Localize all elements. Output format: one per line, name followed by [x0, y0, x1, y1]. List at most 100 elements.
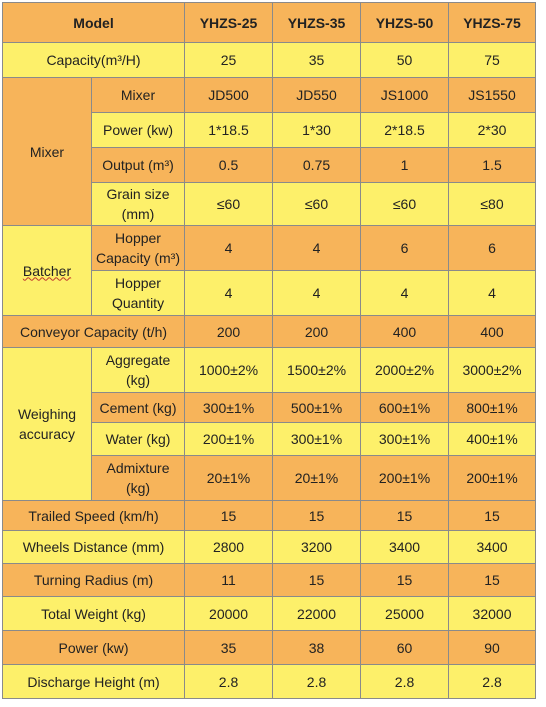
- wheels-distance-value: 3200: [272, 530, 362, 564]
- batcher-row-label: Hopper Quantity: [90, 270, 186, 316]
- power-value: 35: [184, 630, 274, 665]
- weighing-row-water: Water (kg) 200±1% 300±1% 300±1% 400±1%: [3, 422, 537, 456]
- trailed-speed-label: Trailed Speed (km/h): [1, 500, 186, 531]
- conveyor-row: Conveyor Capacity (t/h) 200 200 400 400: [1, 315, 537, 348]
- trailed-speed-value: 15: [272, 500, 362, 531]
- mixer-row-label: Power (kw): [90, 112, 186, 148]
- batcher-value: 4: [272, 225, 362, 271]
- spec-table: Model YHZS-25 YHZS-35 YHZS-50 YHZS-75 Ca…: [1, 2, 537, 699]
- total-weight-row: Total Weight (kg) 20000 22000 25000 3200…: [1, 596, 537, 631]
- mixer-row-model: Mixer Mixer JD500 JD550 JS1000 JS1550: [2, 77, 537, 226]
- conveyor-value: 200: [272, 315, 362, 348]
- mixer-row-label: Output (m³): [90, 147, 186, 183]
- batcher-value: 4: [272, 270, 362, 316]
- weighing-group-label: Weighing accuracy: [2, 347, 92, 501]
- conveyor-label: Conveyor Capacity (t/h): [1, 315, 186, 348]
- mixer-value: 1*30: [272, 112, 362, 148]
- trailed-speed-value: 15: [184, 500, 274, 531]
- batcher-row-label: Hopper Capacity (m³): [90, 225, 186, 271]
- power-label: Power (kw): [1, 630, 186, 665]
- wheels-distance-value: 2800: [184, 530, 274, 564]
- power-row: Power (kw) 35 38 60 90: [1, 630, 537, 665]
- weighing-value: 400±1%: [448, 422, 537, 456]
- weighing-value: 20±1%: [272, 455, 362, 501]
- batcher-row-quantity: Hopper Quantity 4 4 4 4: [3, 270, 537, 316]
- mixer-value: 1.5: [448, 147, 537, 183]
- header-model-2: YHZS-35: [272, 2, 362, 43]
- turning-radius-value: 15: [272, 563, 362, 597]
- weighing-value: 300±1%: [272, 422, 362, 456]
- capacity-value: 35: [272, 42, 362, 78]
- mixer-value: JS1550: [448, 77, 537, 113]
- batcher-value: 4: [448, 270, 537, 316]
- wheels-distance-value: 3400: [448, 530, 537, 564]
- conveyor-value: 400: [360, 315, 450, 348]
- mixer-value: JS1000: [360, 77, 450, 113]
- mixer-value: 2*30: [448, 112, 537, 148]
- header-model: Model: [1, 2, 186, 43]
- wheels-distance-row: Wheels Distance (mm) 2800 3200 3400 3400: [1, 530, 537, 564]
- mixer-value: 1*18.5: [184, 112, 274, 148]
- weighing-value: 800±1%: [448, 392, 537, 423]
- batcher-value: 6: [448, 225, 537, 271]
- weighing-value: 200±1%: [184, 422, 274, 456]
- total-weight-label: Total Weight (kg): [1, 596, 186, 631]
- batcher-value: 4: [360, 270, 450, 316]
- mixer-value: ≤80: [448, 182, 537, 226]
- conveyor-value: 200: [184, 315, 274, 348]
- header-model-4: YHZS-75: [448, 2, 537, 43]
- header-model-1: YHZS-25: [184, 2, 274, 43]
- weighing-row-cement: Cement (kg) 300±1% 500±1% 600±1% 800±1%: [3, 392, 537, 423]
- batcher-value: 4: [184, 270, 274, 316]
- mixer-value: 2*18.5: [360, 112, 450, 148]
- trailed-speed-value: 15: [360, 500, 450, 531]
- mixer-value: JD550: [272, 77, 362, 113]
- discharge-height-label: Discharge Height (m): [1, 664, 186, 699]
- trailed-speed-row: Trailed Speed (km/h) 15 15 15 15: [1, 500, 537, 531]
- power-value: 90: [448, 630, 537, 665]
- mixer-value: JD500: [184, 77, 274, 113]
- capacity-row: Capacity(m³/H) 25 35 50 75: [1, 42, 537, 78]
- header-row: Model YHZS-25 YHZS-35 YHZS-50 YHZS-75: [1, 2, 537, 43]
- trailed-speed-value: 15: [448, 500, 537, 531]
- total-weight-value: 25000: [360, 596, 450, 631]
- weighing-value: 500±1%: [272, 392, 362, 423]
- batcher-value: 4: [184, 225, 274, 271]
- batcher-value: 6: [360, 225, 450, 271]
- wheels-distance-value: 3400: [360, 530, 450, 564]
- weighing-value: 1000±2%: [184, 347, 274, 393]
- turning-radius-value: 11: [184, 563, 274, 597]
- mixer-row-label: Grain size (mm): [90, 182, 186, 226]
- mixer-value: 0.75: [272, 147, 362, 183]
- discharge-height-value: 2.8: [448, 664, 537, 699]
- weighing-value: 200±1%: [448, 455, 537, 501]
- weighing-value: 300±1%: [360, 422, 450, 456]
- weighing-row-label: Cement (kg): [90, 392, 186, 423]
- mixer-value: ≤60: [272, 182, 362, 226]
- mixer-value: ≤60: [360, 182, 450, 226]
- capacity-value: 25: [184, 42, 274, 78]
- capacity-label: Capacity(m³/H): [1, 42, 186, 78]
- batcher-row-capacity: Batcher Hopper Capacity (m³) 4 4 6 6: [2, 225, 537, 316]
- turning-radius-label: Turning Radius (m): [1, 563, 186, 597]
- turning-radius-value: 15: [360, 563, 450, 597]
- weighing-value: 200±1%: [360, 455, 450, 501]
- capacity-value: 75: [448, 42, 537, 78]
- weighing-row-admixture: Admixture (kg) 20±1% 20±1% 200±1% 200±1%: [3, 455, 537, 501]
- discharge-height-value: 2.8: [360, 664, 450, 699]
- weighing-value: 600±1%: [360, 392, 450, 423]
- weighing-row-label: Water (kg): [90, 422, 186, 456]
- weighing-value: 1500±2%: [272, 347, 362, 393]
- mixer-group-label: Mixer: [2, 77, 92, 226]
- weighing-row-aggregate: Weighing accuracy Aggregate (kg) 1000±2%…: [2, 347, 537, 501]
- batcher-group-label: Batcher: [2, 225, 92, 316]
- mixer-value: 0.5: [184, 147, 274, 183]
- mixer-row-label: Mixer: [90, 77, 186, 113]
- weighing-value: 3000±2%: [448, 347, 537, 393]
- discharge-height-value: 2.8: [272, 664, 362, 699]
- power-value: 38: [272, 630, 362, 665]
- weighing-row-label: Aggregate (kg): [90, 347, 186, 393]
- power-value: 60: [360, 630, 450, 665]
- turning-radius-value: 15: [448, 563, 537, 597]
- turning-radius-row: Turning Radius (m) 11 15 15 15: [1, 563, 537, 597]
